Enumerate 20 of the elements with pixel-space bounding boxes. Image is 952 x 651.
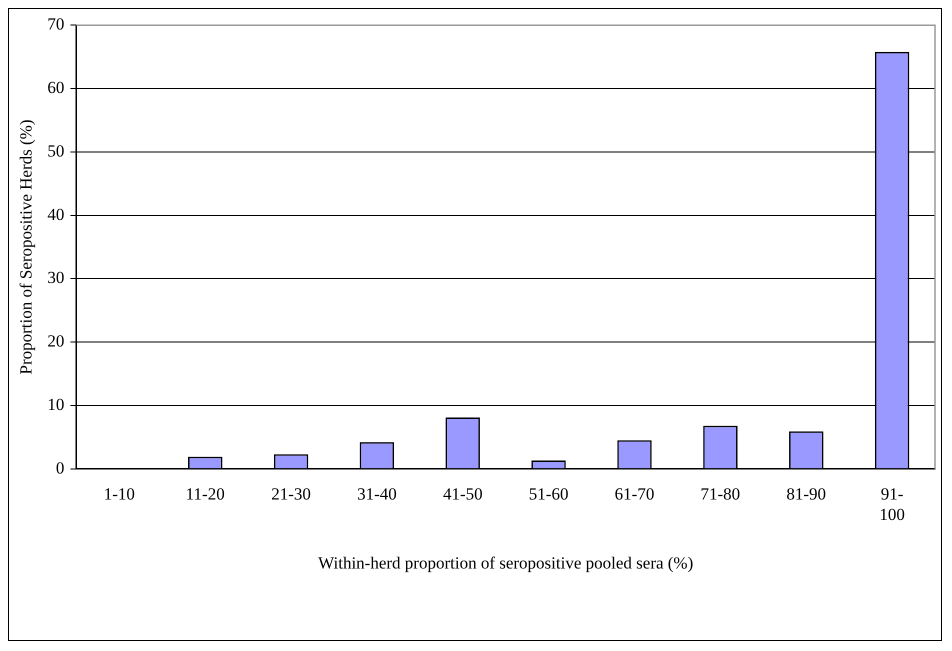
x-tick-label: 21-30 — [271, 484, 311, 504]
x-axis-title: Within-herd proportion of seropositive pooled sera (%) — [318, 553, 694, 572]
x-tick-label: 31-40 — [357, 484, 397, 504]
y-tick-label: 20 — [47, 332, 64, 351]
x-tick-label: 71-80 — [700, 484, 740, 504]
x-tick-label: 81-90 — [786, 484, 826, 504]
y-axis-title: Proportion of Seropositive Herds (%) — [16, 120, 36, 374]
y-tick-label: 50 — [47, 141, 64, 160]
y-tick-label: 40 — [47, 204, 64, 224]
x-tick-label: 51-60 — [528, 484, 568, 504]
x-tick-label: 61-70 — [614, 484, 654, 504]
x-tick-label: 91-100 — [879, 484, 905, 524]
x-tick-label: 1-10 — [104, 484, 135, 504]
y-tick-label: 10 — [47, 394, 64, 414]
x-tick-label: 11-20 — [186, 484, 225, 504]
x-tick-label: 41-50 — [442, 484, 483, 504]
y-tick-label: 60 — [47, 78, 64, 98]
y-tick-label: 70 — [47, 14, 64, 34]
y-tick-label: 30 — [47, 268, 64, 288]
y-tick-label: 0 — [56, 458, 64, 478]
